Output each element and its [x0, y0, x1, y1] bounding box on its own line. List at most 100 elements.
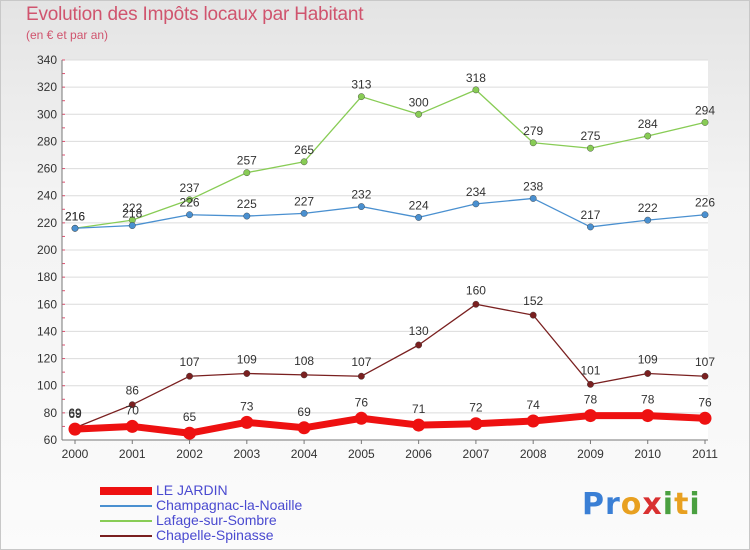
legend-swatch — [100, 505, 152, 507]
data-label: 76 — [355, 395, 369, 409]
data-label: 71 — [412, 402, 426, 416]
y-tick-label: 80 — [44, 406, 58, 420]
data-point — [472, 200, 480, 208]
x-tick-label: 2001 — [119, 447, 146, 461]
logo-letter: Pr — [582, 487, 621, 522]
x-tick-label: 2008 — [520, 447, 547, 461]
y-tick-label: 280 — [37, 134, 57, 148]
data-point — [300, 209, 308, 217]
data-label: 234 — [466, 185, 486, 199]
data-point — [297, 421, 311, 435]
data-point — [71, 224, 79, 232]
y-tick-label: 120 — [37, 352, 57, 366]
data-point — [701, 372, 709, 380]
data-point — [644, 216, 652, 224]
data-point — [701, 119, 709, 126]
data-point — [128, 401, 136, 409]
data-label: 78 — [584, 393, 598, 407]
y-tick-label: 220 — [37, 216, 57, 230]
data-point — [469, 417, 483, 431]
y-tick-label: 160 — [37, 297, 57, 311]
data-label: 237 — [180, 181, 200, 195]
logo-letter: x — [642, 487, 663, 522]
data-label: 152 — [523, 294, 543, 308]
data-point — [183, 426, 197, 440]
data-point — [128, 222, 136, 229]
y-tick-label: 180 — [37, 270, 57, 284]
data-point — [243, 370, 251, 377]
data-point — [583, 409, 597, 423]
data-label: 284 — [638, 117, 658, 131]
y-tick-label: 340 — [37, 53, 57, 67]
series-line-3 — [74, 303, 706, 429]
data-label: 227 — [294, 194, 314, 208]
series-line-0 — [71, 412, 709, 437]
data-label: 107 — [351, 355, 371, 369]
x-tick-label: 2010 — [634, 447, 661, 461]
data-label: 238 — [523, 179, 543, 193]
data-point — [587, 144, 594, 152]
data-label: 275 — [580, 129, 600, 143]
y-tick-label: 300 — [37, 107, 57, 121]
data-point — [529, 195, 537, 202]
y-tick-label: 200 — [37, 243, 57, 257]
data-point — [357, 93, 365, 101]
data-label: 72 — [469, 401, 483, 415]
y-tick-label: 260 — [37, 162, 57, 176]
data-point — [526, 414, 540, 428]
data-point — [300, 158, 308, 166]
proxiti-logo: Proxiti — [582, 487, 701, 522]
y-tick-label: 140 — [37, 324, 57, 338]
data-point — [243, 212, 251, 220]
data-point — [357, 203, 365, 210]
data-label: 318 — [466, 71, 486, 85]
data-point — [68, 422, 82, 436]
data-label: 107 — [180, 355, 200, 369]
data-label: 279 — [523, 124, 543, 138]
data-label: 65 — [183, 410, 197, 424]
data-point — [243, 169, 251, 177]
y-tick-label: 240 — [37, 189, 57, 203]
data-label: 294 — [695, 103, 715, 117]
data-label: 108 — [294, 354, 314, 368]
legend-swatch — [100, 535, 152, 537]
data-label: 300 — [409, 95, 429, 109]
x-tick-label: 2003 — [233, 447, 260, 461]
data-point — [641, 409, 655, 423]
data-label: 69 — [297, 405, 311, 419]
data-label: 130 — [409, 324, 429, 338]
x-tick-label: 2011 — [692, 447, 718, 461]
x-tick-label: 2006 — [405, 447, 432, 461]
data-label: 216 — [65, 209, 85, 223]
data-label: 226 — [695, 196, 715, 210]
data-label: 160 — [466, 283, 486, 297]
data-label: 73 — [240, 399, 254, 413]
data-point — [125, 419, 139, 433]
chart-subtitle: (en € et par an) — [26, 28, 109, 42]
y-tick-label: 320 — [37, 80, 57, 94]
x-tick-label: 2002 — [176, 447, 203, 461]
data-label: 265 — [294, 143, 314, 157]
logo-letter: t — [674, 487, 690, 522]
data-label: 232 — [351, 188, 371, 202]
legend-label: Chapelle-Spinasse — [156, 527, 274, 543]
data-point — [240, 415, 254, 429]
x-tick-label: 2005 — [348, 447, 375, 461]
data-point — [186, 211, 193, 219]
data-label: 69 — [68, 407, 82, 421]
data-label: 257 — [237, 154, 257, 168]
data-label: 225 — [237, 197, 257, 211]
data-point — [472, 300, 480, 308]
data-label: 86 — [126, 384, 140, 398]
data-label: 313 — [351, 78, 371, 92]
x-tick-label: 2009 — [577, 447, 604, 461]
data-point — [354, 411, 368, 425]
data-label: 224 — [409, 198, 429, 212]
data-point — [412, 418, 426, 432]
data-point — [186, 196, 193, 204]
legend-swatch — [100, 520, 152, 522]
legend-label: Champagnac-la-Noaille — [156, 497, 303, 513]
data-label: 69 — [68, 406, 82, 420]
data-label: 109 — [638, 353, 658, 367]
